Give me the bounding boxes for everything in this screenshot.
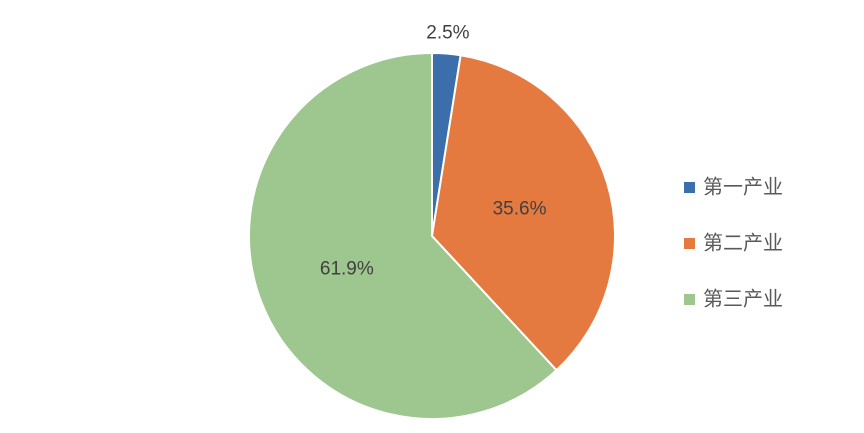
legend-swatch: [684, 294, 695, 305]
legend-label: 第二产业: [703, 231, 783, 254]
pie-slice: [248, 51, 558, 420]
legend-label: 第一产业: [703, 175, 783, 198]
legend-swatch: [684, 182, 695, 193]
legend-label: 第三产业: [703, 287, 783, 310]
legend-swatch: [684, 238, 695, 249]
data-label: 2.5%: [426, 23, 469, 44]
pie-slice: [430, 54, 616, 372]
data-label: 35.6%: [493, 198, 547, 219]
data-label: 61.9%: [320, 258, 374, 279]
